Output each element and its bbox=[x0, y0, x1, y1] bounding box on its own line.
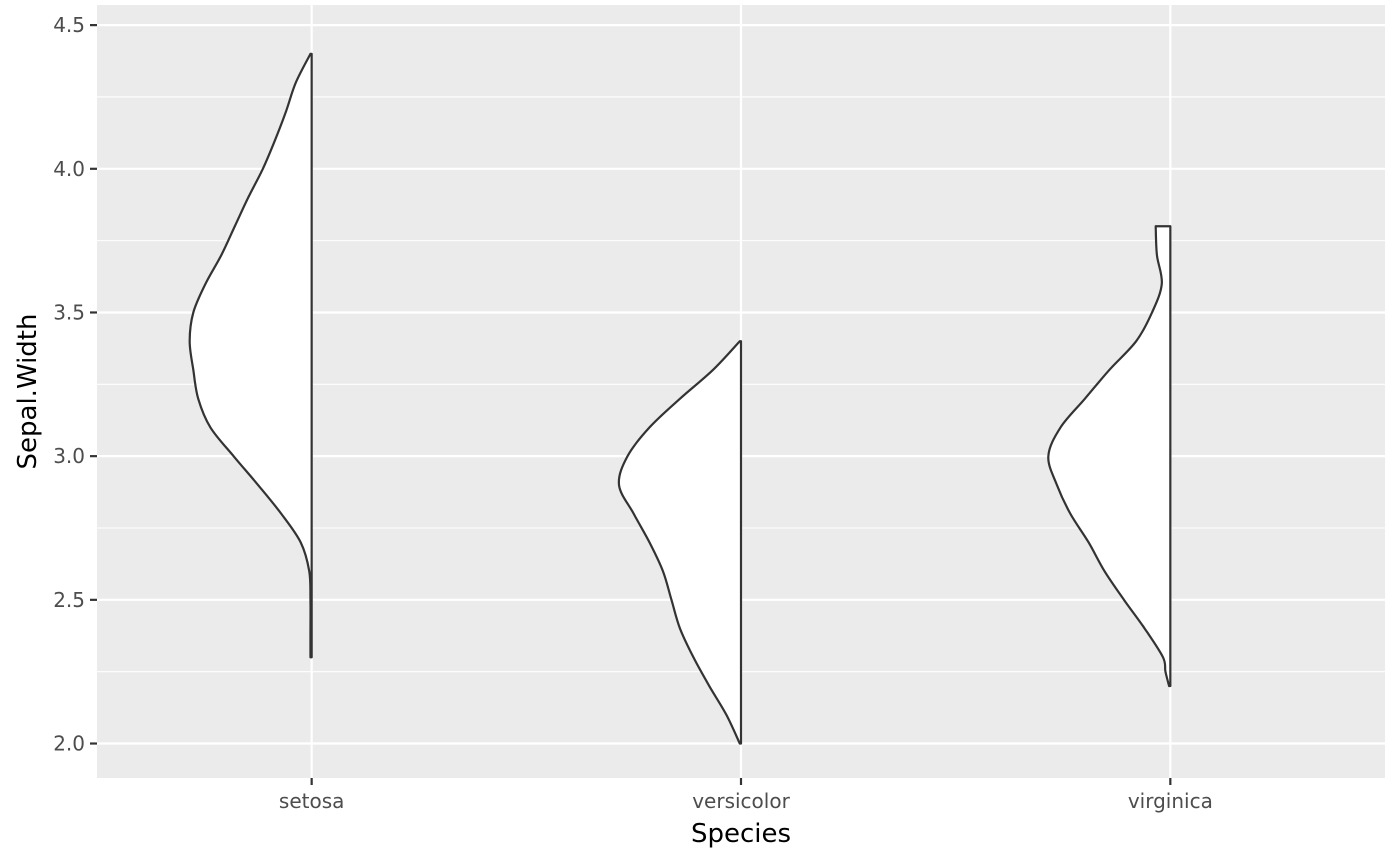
x-tick-label-setosa: setosa bbox=[279, 789, 344, 813]
violin-versicolor bbox=[617, 340, 743, 745]
y-tick-label: 3.0 bbox=[53, 444, 85, 468]
violin-series bbox=[188, 52, 1172, 745]
x-tick-label-virginica: virginica bbox=[1128, 789, 1213, 813]
y-tick-label: 4.5 bbox=[53, 13, 85, 37]
x-axis-title: Species bbox=[691, 819, 791, 849]
y-axis-title: Sepal.Width bbox=[13, 314, 43, 470]
y-tick-label: 2.5 bbox=[53, 588, 85, 612]
x-tick-label-versicolor: versicolor bbox=[692, 789, 790, 813]
violin-setosa bbox=[188, 52, 313, 659]
y-axis: 2.0 2.5 3.0 3.5 4.0 4.5 bbox=[53, 13, 97, 756]
y-tick-label: 4.0 bbox=[53, 157, 85, 181]
y-tick-label: 2.0 bbox=[53, 732, 85, 756]
x-axis: setosa versicolor virginica bbox=[279, 778, 1213, 813]
violin-virginica bbox=[1047, 225, 1172, 688]
y-tick-label: 3.5 bbox=[53, 300, 85, 324]
